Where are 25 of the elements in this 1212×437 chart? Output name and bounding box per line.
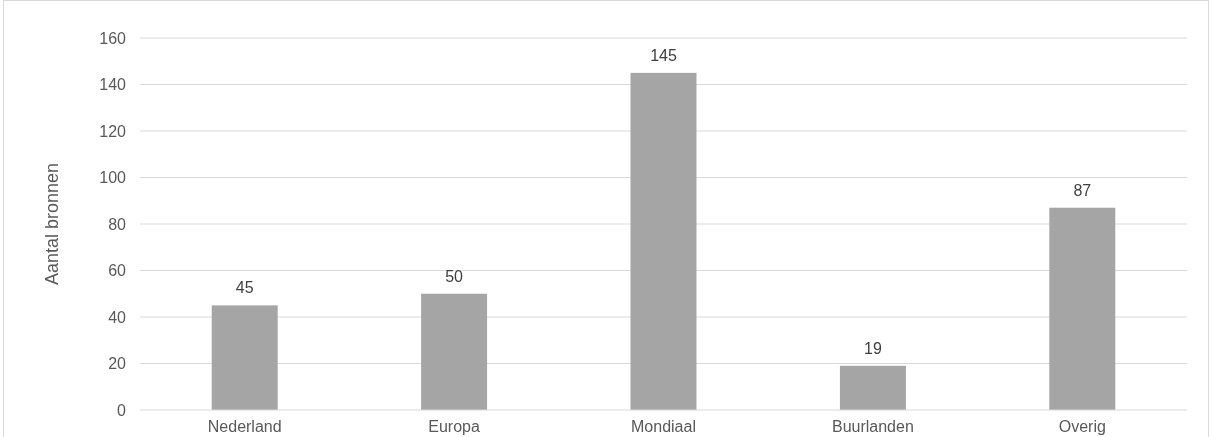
y-tick-label: 40	[108, 308, 127, 326]
y-tick-label: 0	[117, 401, 127, 419]
bar	[839, 365, 906, 410]
data-label: 145	[650, 46, 677, 64]
x-tick-label: Europa	[428, 418, 480, 435]
bar	[630, 72, 697, 410]
data-label: 50	[445, 267, 464, 285]
data-label: 87	[1073, 181, 1092, 199]
y-tick-label: 120	[99, 122, 127, 140]
y-tick-label: 100	[99, 169, 127, 187]
x-tick-label: Overig	[1058, 418, 1106, 435]
y-tick-label: 60	[108, 262, 127, 280]
bar	[211, 305, 278, 410]
y-axis-title: Aantal bronnen	[42, 162, 62, 286]
x-tick-label: Mondiaal	[631, 418, 696, 435]
data-label: 19	[864, 339, 882, 357]
bar	[1049, 207, 1116, 410]
y-tick-label: 20	[108, 355, 127, 373]
y-tick-label: 160	[99, 29, 127, 47]
y-tick-label: 140	[99, 76, 127, 94]
data-label: 45	[235, 279, 254, 297]
x-tick-label: Buurlanden	[831, 418, 914, 435]
y-tick-label: 80	[108, 215, 127, 233]
bar	[421, 293, 488, 410]
x-tick-label: Nederland	[207, 418, 282, 435]
